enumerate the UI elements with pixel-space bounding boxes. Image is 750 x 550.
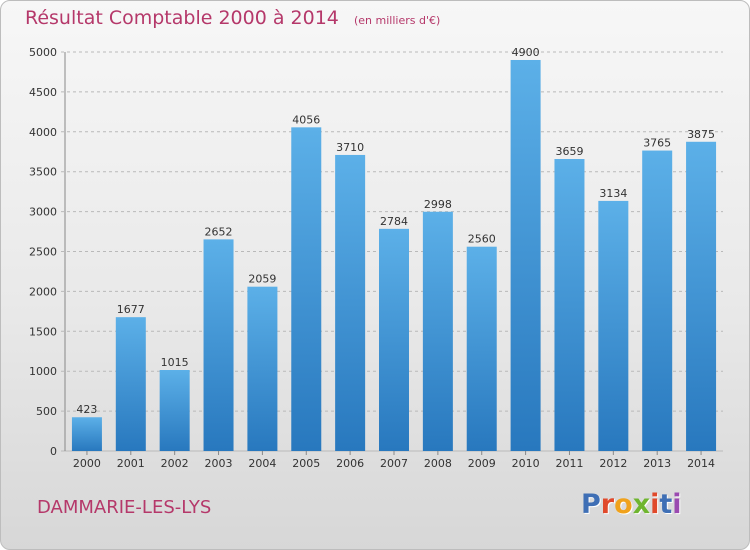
x-tick-label: 2010 [512, 457, 540, 470]
value-label: 2059 [248, 273, 276, 286]
x-tick-label: 2011 [555, 457, 583, 470]
logo-letter: r [600, 489, 615, 520]
value-label: 3765 [643, 137, 671, 150]
value-label: 2560 [468, 233, 496, 246]
y-tick-label: 1000 [29, 365, 57, 378]
title-row: Résultat Comptable 2000 à 2014 (en milli… [25, 7, 440, 29]
x-tick-label: 2013 [643, 457, 671, 470]
chart-subtitle: (en milliers d'€) [353, 14, 441, 27]
logo-letter: i [650, 489, 660, 520]
city-name: DAMMARIE-LES-LYS [37, 497, 212, 518]
logo-letter: x [632, 489, 651, 520]
value-label: 3875 [687, 128, 715, 141]
bar-2013[interactable] [642, 150, 673, 452]
value-label: 3134 [599, 187, 627, 200]
x-tick-label: 2007 [380, 457, 408, 470]
x-tick-label: 2000 [73, 457, 101, 470]
bar-2010[interactable] [510, 59, 541, 451]
x-tick-label: 2006 [336, 457, 364, 470]
x-tick-label: 2004 [248, 457, 276, 470]
value-label: 1677 [117, 303, 145, 316]
y-tick-label: 5000 [29, 46, 57, 59]
y-tick-label: 2000 [29, 285, 57, 298]
y-tick-label: 4500 [29, 86, 57, 99]
bar-2009[interactable] [466, 246, 497, 451]
x-tick-label: 2008 [424, 457, 452, 470]
x-tick-label: 2009 [468, 457, 496, 470]
logo-letter: o [614, 489, 633, 520]
bar-2004[interactable] [247, 286, 278, 451]
y-tick-label: 0 [50, 445, 57, 458]
bar-2011[interactable] [554, 159, 585, 452]
bar-layer [71, 59, 717, 452]
bar-2003[interactable] [203, 239, 234, 451]
x-tick-label: 2012 [599, 457, 627, 470]
y-tick-label: 500 [36, 405, 57, 418]
value-label: 3710 [336, 141, 364, 154]
y-tick-label: 1500 [29, 325, 57, 338]
y-tick-label: 2500 [29, 246, 57, 259]
x-tick-label: 2005 [292, 457, 320, 470]
bar-2000[interactable] [71, 417, 102, 451]
chart-title: Résultat Comptable 2000 à 2014 [25, 7, 339, 29]
bar-2002[interactable] [159, 370, 190, 451]
label-layer: 0 500 1000 1500 2000 2500 3000 3500 4000 4500 5000… [29, 46, 715, 470]
y-tick-label: 4000 [29, 126, 57, 139]
logo-letter: t [659, 489, 673, 520]
bar-2012[interactable] [598, 200, 629, 451]
bar-2007[interactable] [379, 228, 409, 451]
value-label: 2998 [424, 198, 452, 211]
bar-2014[interactable] [686, 141, 717, 451]
value-label: 3659 [555, 145, 583, 158]
y-tick-label: 3000 [29, 206, 57, 219]
proxiti-logo[interactable]: Proxiti [581, 489, 682, 520]
bar-2005[interactable] [291, 127, 322, 451]
value-label: 2652 [205, 225, 233, 238]
x-tick-label: 2014 [687, 457, 715, 470]
y-tick-label: 3500 [29, 166, 57, 179]
x-tick-label: 2002 [161, 457, 189, 470]
value-label: 4056 [292, 113, 320, 126]
bar-2006[interactable] [335, 154, 366, 451]
value-label: 2784 [380, 215, 408, 228]
bar-2008[interactable] [422, 211, 453, 451]
logo-letter: i [672, 489, 682, 520]
value-label: 423 [76, 403, 97, 416]
x-tick-label: 2001 [117, 457, 145, 470]
x-tick-label: 2003 [205, 457, 233, 470]
value-label: 4900 [512, 46, 540, 59]
logo-letter: P [581, 489, 601, 520]
bar-2001[interactable] [115, 317, 146, 451]
value-label: 1015 [161, 356, 189, 369]
